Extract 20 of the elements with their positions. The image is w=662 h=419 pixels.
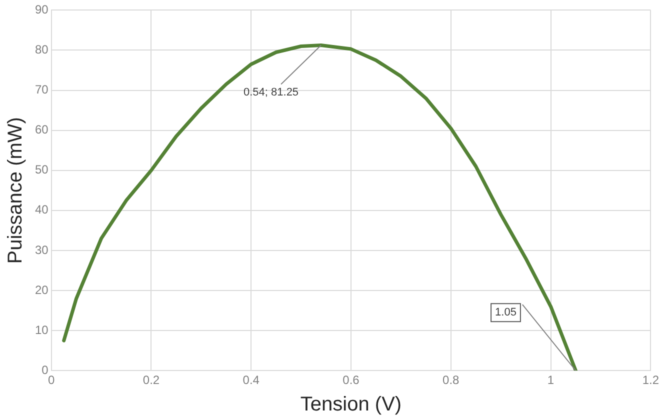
y-tick-label: 70 xyxy=(34,82,49,97)
x-tick-label: 0.2 xyxy=(142,373,160,388)
x-axis-title: Tension (V) xyxy=(300,394,402,416)
x-tick-label: 1 xyxy=(547,373,554,388)
y-tick-label: 40 xyxy=(34,202,49,217)
y-tick-label: 0 xyxy=(42,362,49,377)
y-axis-title: Puissance (mW) xyxy=(4,117,27,264)
y-tick-label: 20 xyxy=(34,282,49,297)
annotation: 1.05 xyxy=(495,306,516,319)
y-tick-label: 60 xyxy=(34,122,49,137)
y-tick-label: 30 xyxy=(34,242,49,257)
x-tick-label: 0.4 xyxy=(242,373,260,388)
y-tick-label: 80 xyxy=(34,42,49,57)
y-tick-label: 50 xyxy=(34,162,49,177)
y-tick-label: 10 xyxy=(34,322,49,337)
x-tick-label: 0.6 xyxy=(342,373,360,388)
annotation: 0.54; 81.25 xyxy=(244,86,299,98)
x-tick-label: 0.8 xyxy=(442,373,460,388)
y-tick-label: 90 xyxy=(34,2,49,17)
x-tick-label: 1.2 xyxy=(642,373,660,388)
